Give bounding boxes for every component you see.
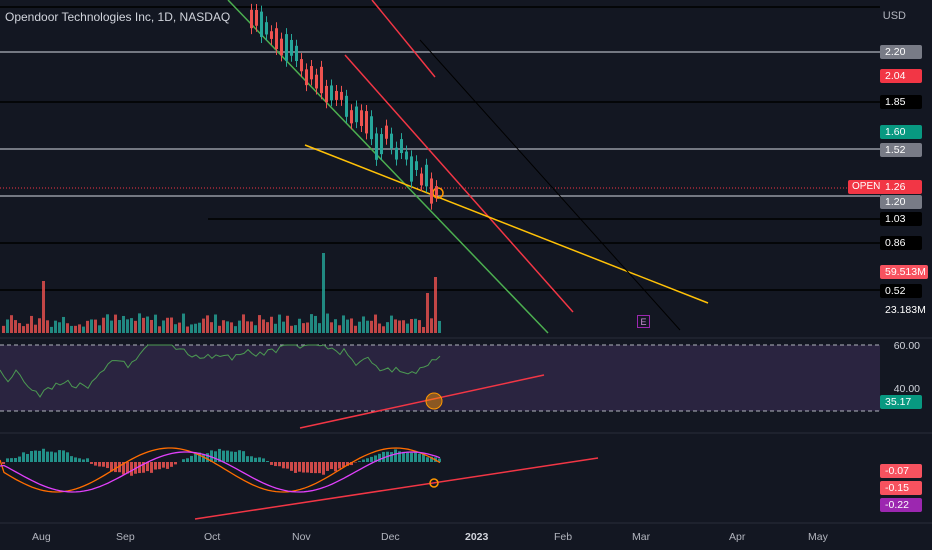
symbol-title: Opendoor Technologies Inc, 1D, NASDAQ: [5, 10, 231, 24]
macd-tag[interactable]: -0.22: [880, 498, 922, 512]
x-axis-month: Oct: [204, 531, 221, 543]
x-axis-month: Nov: [292, 531, 311, 543]
macd-marker-circle: [429, 478, 439, 488]
x-axis-month: Apr: [729, 531, 746, 543]
volume-tag[interactable]: 59.513M: [880, 265, 928, 279]
price-tag[interactable]: 2.04: [880, 69, 922, 83]
x-axis-month: Sep: [116, 531, 135, 543]
rsi-mid-label: 40.00: [893, 383, 920, 395]
rsi-band: [0, 345, 880, 411]
price-tag[interactable]: 0.86: [880, 236, 922, 250]
earnings-icon[interactable]: E: [637, 315, 650, 328]
price-tag[interactable]: 2.20: [880, 45, 922, 59]
macd-histogram: [0, 447, 441, 493]
price-tag[interactable]: 1.52: [880, 143, 922, 157]
price-tag[interactable]: 0.52: [880, 284, 922, 298]
x-axis-year: 2023: [465, 531, 489, 543]
x-axis-month: Dec: [381, 531, 400, 543]
rsi-marker-circle: [425, 392, 443, 410]
x-axis-month: May: [808, 531, 828, 543]
price-tag[interactable]: 1.85: [880, 95, 922, 109]
price-tag[interactable]: 1.20: [880, 195, 922, 209]
rsi-upper-label: 60.00: [893, 340, 920, 352]
x-axis-month: Feb: [554, 531, 573, 543]
rsi-line: [0, 344, 441, 398]
x-axis-month: Mar: [632, 531, 651, 543]
price-candles: [250, 3, 438, 210]
price-levels: [0, 6, 880, 291]
currency-label: USD: [882, 10, 906, 22]
open-tag: OPEN: [848, 180, 885, 194]
macd-tag[interactable]: -0.15: [880, 481, 922, 495]
rsi-value-tag[interactable]: 35.17: [880, 395, 922, 409]
macd-tag[interactable]: -0.07: [880, 464, 922, 478]
price-tag[interactable]: 1.03: [880, 212, 922, 226]
volume-tag[interactable]: 23.183M: [880, 303, 928, 317]
price-tag[interactable]: 1.26: [880, 180, 922, 194]
price-tag[interactable]: 1.60: [880, 125, 922, 139]
trend-lines: [194, 0, 709, 520]
volume-bars: [2, 253, 441, 333]
x-axis-month: Aug: [32, 531, 51, 543]
